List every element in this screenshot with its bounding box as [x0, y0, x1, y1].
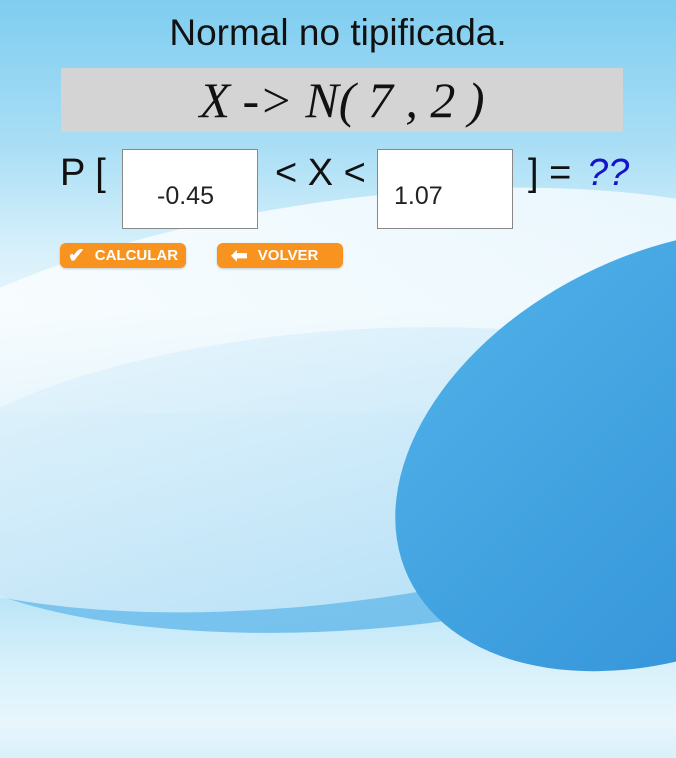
- prob-middle: < X <: [275, 152, 366, 194]
- volver-label: VOLVER: [257, 247, 319, 264]
- arrow-left-icon: ⬅: [231, 245, 248, 267]
- prob-result: ??: [587, 152, 630, 194]
- prob-suffix: ] =: [528, 152, 572, 194]
- calcular-label: CALCULAR: [94, 247, 179, 264]
- calcular-button[interactable]: ✔ CALCULAR: [60, 243, 186, 268]
- volver-button[interactable]: ⬅ VOLVER: [217, 243, 343, 268]
- upper-bound-input[interactable]: [377, 149, 513, 229]
- distribution-formula: X -> N( 7 , 2 ): [61, 68, 623, 132]
- prob-prefix: P [: [60, 152, 106, 194]
- check-icon: ✔: [68, 245, 85, 267]
- page-title: Normal no tipificada.: [169, 12, 507, 53]
- lower-bound-input[interactable]: [122, 149, 258, 229]
